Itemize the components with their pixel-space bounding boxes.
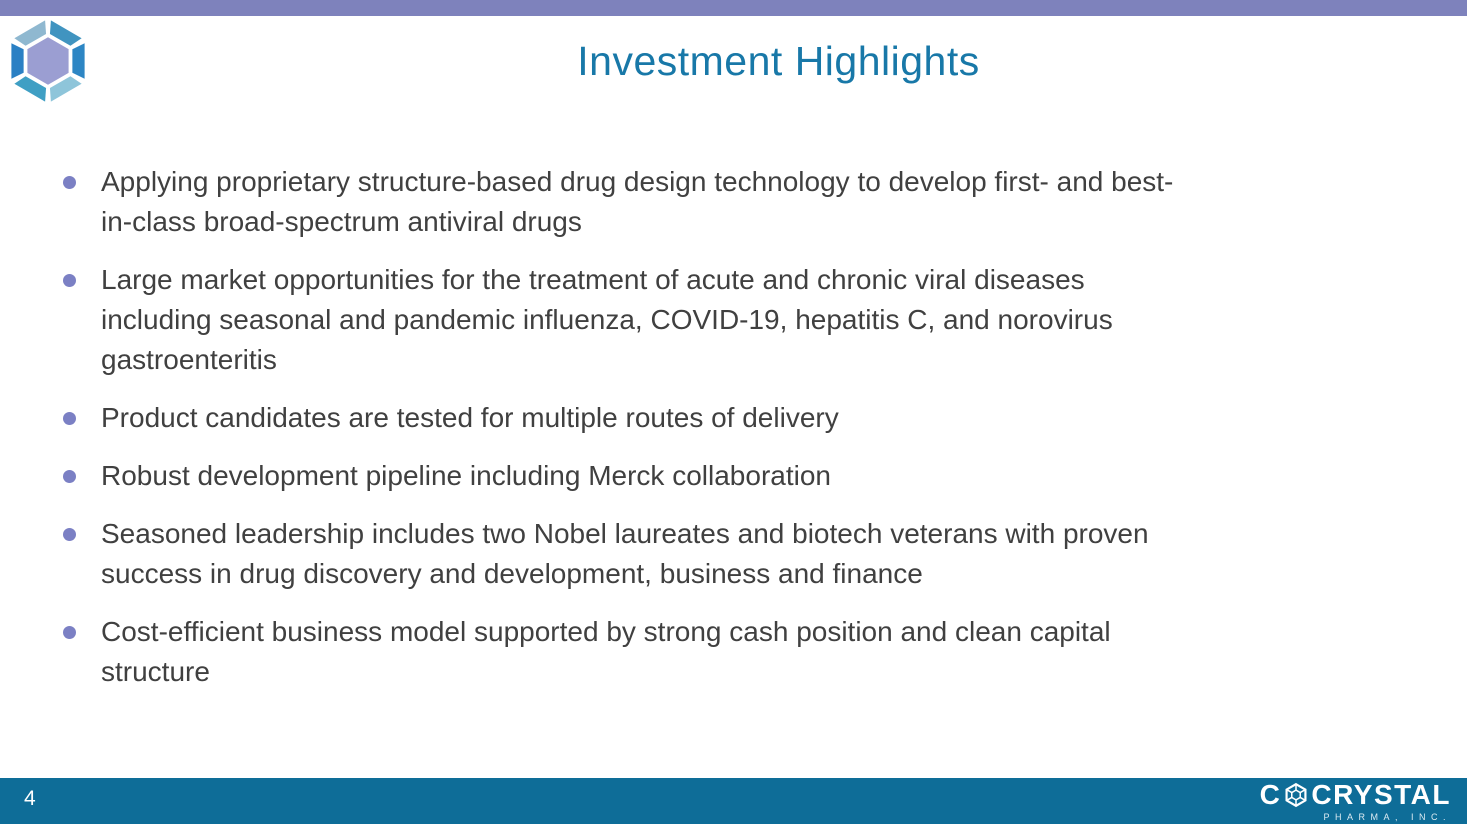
bullet-item: Applying proprietary structure-based dru… [60, 162, 1417, 242]
bullet-item: Robust development pipeline including Me… [60, 456, 1417, 496]
bullet-dot-icon [63, 274, 76, 287]
bullet-item: Large market opportunities for the treat… [60, 260, 1417, 380]
bullet-text: Seasoned leadership includes two Nobel l… [101, 518, 1149, 589]
bullet-item: Product candidates are tested for multip… [60, 398, 1417, 438]
bullet-text: Robust development pipeline including Me… [101, 460, 831, 491]
footer-bar: 4 C CRYSTAL PHARMA, INC. [0, 778, 1467, 824]
page-number: 4 [24, 787, 36, 810]
cocrystal-hex-crystal-icon [1285, 782, 1307, 808]
top-accent-bar [0, 0, 1467, 16]
cocrystal-wordmark-row: C CRYSTAL [1260, 781, 1451, 809]
bullet-dot-icon [63, 470, 76, 483]
wordmark-part1: C [1259, 779, 1282, 810]
wordmark-subtext: PHARMA, INC. [1323, 812, 1451, 822]
page-title: Investment Highlights [577, 38, 980, 84]
wordmark-part2: CRYSTAL [1311, 779, 1451, 810]
bullet-text: Cost-efficient business model supported … [101, 616, 1111, 687]
cocrystal-wordmark: C CRYSTAL PHARMA, INC. [1260, 781, 1451, 823]
cocrystal-hexagon-logo-icon [11, 20, 85, 102]
bullet-list: Applying proprietary structure-based dru… [60, 162, 1417, 710]
bullet-item: Seasoned leadership includes two Nobel l… [60, 514, 1417, 594]
bullet-item: Cost-efficient business model supported … [60, 612, 1417, 692]
bullet-dot-icon [63, 176, 76, 189]
bullet-dot-icon [63, 412, 76, 425]
bullet-text: Applying proprietary structure-based dru… [101, 166, 1174, 237]
bullet-text: Product candidates are tested for multip… [101, 402, 839, 433]
bullet-dot-icon [63, 528, 76, 541]
bullet-dot-icon [63, 626, 76, 639]
bullet-text: Large market opportunities for the treat… [101, 264, 1113, 375]
